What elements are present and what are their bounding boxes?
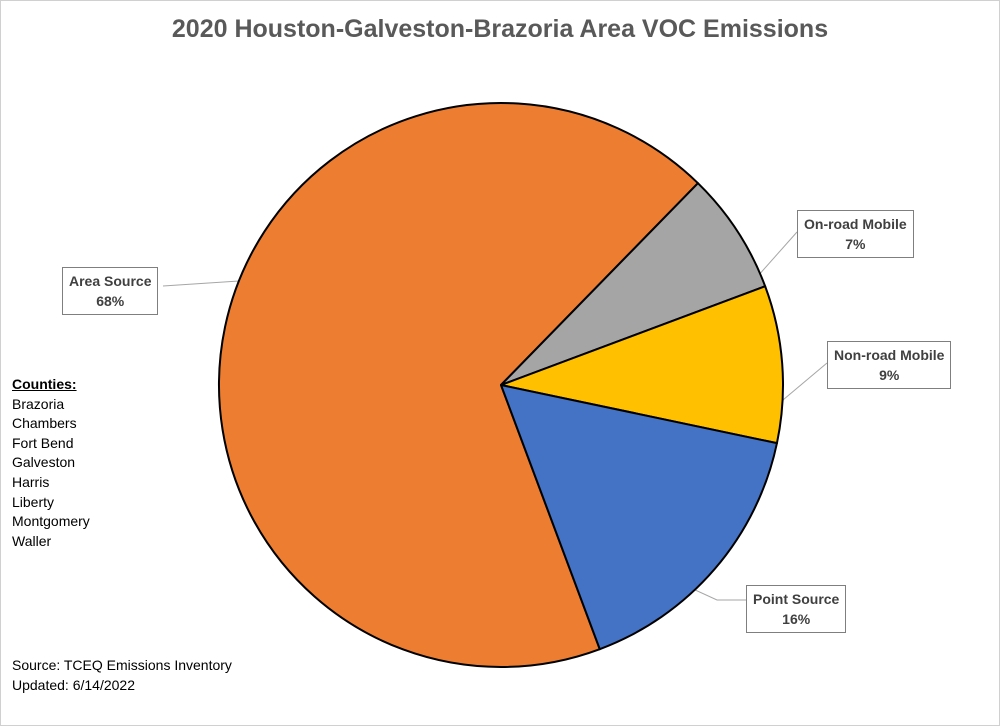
county-item: Chambers <box>12 415 77 432</box>
callout-on-road-mobile: On-road Mobile 7% <box>797 210 914 258</box>
callout-percent: 7% <box>845 236 866 252</box>
callout-point-source: Point Source 16% <box>746 585 847 633</box>
callout-name: Point Source <box>753 591 840 607</box>
counties-list: Counties: Brazoria Chambers Fort Bend Ga… <box>12 375 90 551</box>
callout-percent: 9% <box>879 367 900 383</box>
callout-name: Area Source <box>69 273 152 289</box>
leader-lines <box>162 231 828 601</box>
leader-line-on-road-mobile <box>756 231 798 278</box>
county-item: Brazoria <box>12 395 65 412</box>
pie-slice-non-road-mobile <box>500 285 784 445</box>
pie-slices <box>218 102 784 668</box>
source-note: Source: TCEQ Emissions Inventory Updated… <box>12 655 232 695</box>
county-item: Liberty <box>12 493 55 510</box>
county-item: Waller <box>12 532 52 549</box>
leader-line-area-source <box>162 280 240 287</box>
county-item: Galveston <box>12 454 76 471</box>
chart-title: 2020 Houston-Galveston-Brazoria Area VOC… <box>171 15 829 43</box>
pie-slice-on-road-mobile <box>500 182 767 386</box>
updated-text: Updated: 6/14/2022 <box>12 677 135 693</box>
county-item: Harris <box>12 473 50 490</box>
county-item: Montgomery <box>12 513 90 530</box>
callout-area-source: Area Source 68% <box>62 267 159 315</box>
county-item: Fort Bend <box>12 434 74 451</box>
callout-non-road-mobile: Non-road Mobile 9% <box>827 341 952 389</box>
pie-slice-area-source <box>218 102 699 668</box>
leader-line-non-road-mobile <box>776 362 828 406</box>
callout-name: On-road Mobile <box>804 216 907 232</box>
counties-heading: Counties: <box>12 376 77 392</box>
source-text: Source: TCEQ Emissions Inventory <box>12 657 232 673</box>
callout-percent: 16% <box>782 611 811 627</box>
pie-slice-point-source <box>500 384 778 651</box>
callout-percent: 68% <box>96 293 125 309</box>
callout-name: Non-road Mobile <box>834 347 945 363</box>
